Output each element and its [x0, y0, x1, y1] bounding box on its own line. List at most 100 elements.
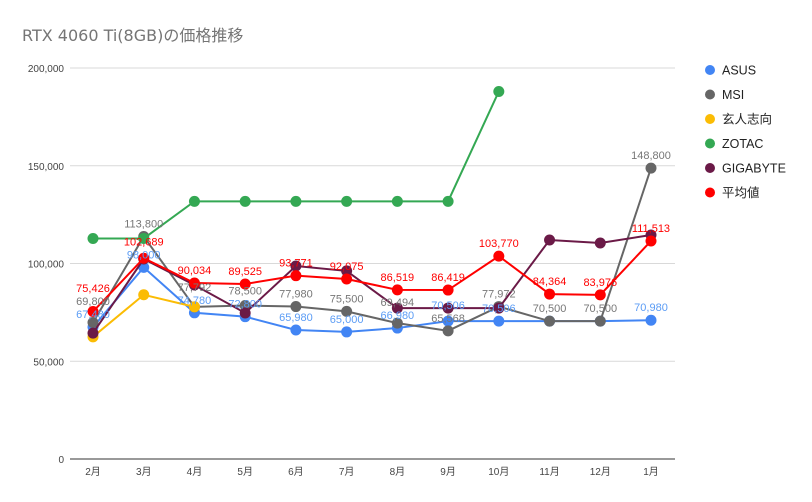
data-point — [442, 195, 454, 207]
legend-marker — [705, 65, 715, 75]
data-label: 113,800 — [124, 219, 163, 231]
data-point — [290, 324, 302, 336]
data-point — [442, 284, 454, 296]
data-point — [645, 235, 657, 247]
data-label: 72,800 — [228, 299, 262, 311]
x-tick-label: 4月 — [187, 466, 203, 478]
data-point — [138, 252, 150, 264]
y-tick-label: 200,000 — [28, 64, 65, 75]
data-point — [290, 301, 302, 313]
data-label: 65,000 — [330, 314, 364, 326]
data-point — [341, 273, 353, 285]
y-tick-label: 50,000 — [33, 357, 64, 368]
legend-label: ASUS — [722, 64, 756, 78]
series-line-GIGABYTE — [92, 233, 652, 334]
data-point — [290, 260, 302, 272]
data-label: 78,500 — [228, 286, 262, 298]
data-label: 74,780 — [178, 295, 212, 307]
legend-marker — [705, 114, 715, 124]
data-point — [493, 85, 505, 97]
data-label: 84,364 — [533, 276, 567, 288]
data-point — [188, 301, 200, 313]
chart-title: RTX 4060 Ti(8GB)の価格推移 — [22, 26, 244, 45]
data-point — [442, 302, 454, 314]
data-point — [493, 250, 505, 262]
x-tick-label: 9月 — [440, 466, 456, 478]
data-point — [594, 237, 606, 249]
data-label: 111,513 — [632, 223, 670, 235]
data-label: 86,519 — [381, 272, 415, 284]
data-label: 66,980 — [381, 310, 415, 322]
data-point — [442, 325, 454, 337]
y-tick-label: 100,000 — [28, 260, 65, 271]
x-tick-label: 3月 — [136, 466, 152, 478]
legend-marker — [705, 138, 715, 149]
data-label: 70,500 — [533, 303, 567, 315]
data-point — [87, 317, 99, 329]
x-tick-label: 10月 — [488, 466, 509, 478]
data-label: 69,800 — [76, 296, 110, 308]
legend-marker — [705, 89, 715, 100]
x-tick-label: 11月 — [539, 466, 559, 478]
x-tick-label: 2月 — [85, 466, 101, 478]
data-point — [341, 195, 353, 207]
series-line-ZOTAC — [93, 91, 500, 240]
legend-label: MSI — [722, 88, 744, 102]
data-label: 77,972 — [482, 289, 516, 301]
x-tick-label: 8月 — [390, 466, 406, 478]
series-line-MSI — [92, 167, 652, 332]
data-label: 65,980 — [279, 312, 313, 324]
data-label: 103,770 — [479, 238, 519, 250]
data-point — [138, 232, 150, 244]
data-point — [442, 315, 454, 327]
legend-marker — [705, 163, 715, 173]
legend-label: GIGABYTE — [722, 162, 786, 176]
data-point — [645, 314, 657, 326]
data-label: 70,980 — [634, 302, 668, 314]
data-point — [391, 195, 403, 207]
data-label: 89,525 — [228, 266, 262, 278]
data-label: 70,500 — [583, 303, 617, 315]
data-label: 90,034 — [178, 265, 212, 277]
data-label: 77,980 — [279, 289, 313, 301]
data-point — [391, 284, 403, 296]
data-label: 83,976 — [583, 277, 617, 289]
data-label: 75,426 — [76, 283, 110, 295]
data-label: 77,792 — [178, 282, 212, 294]
x-tick-label: 12月 — [590, 466, 611, 478]
y-tick-label: 150,000 — [28, 162, 65, 173]
data-label: 70,506 — [431, 300, 465, 312]
data-point — [87, 232, 99, 244]
x-tick-label: 5月 — [237, 466, 253, 478]
data-label: 70,506 — [482, 303, 516, 315]
data-label: 98,000 — [127, 249, 161, 261]
data-label: 75,500 — [330, 293, 364, 305]
data-point — [87, 327, 99, 339]
data-label: 92,075 — [330, 261, 364, 273]
data-label: 102,689 — [124, 236, 164, 248]
y-tick-label: 0 — [58, 455, 64, 466]
legend-label: 平均値 — [722, 185, 760, 200]
data-point — [87, 306, 99, 318]
data-label: 86,419 — [431, 272, 465, 284]
data-point — [594, 315, 606, 327]
data-point — [594, 289, 606, 301]
data-label: 65,568 — [431, 313, 465, 325]
legend-marker — [705, 187, 715, 198]
data-label: 93,771 — [279, 258, 313, 270]
data-point — [188, 195, 200, 207]
data-point — [239, 278, 251, 290]
data-point — [341, 265, 353, 277]
legend-label: 玄人志向 — [722, 112, 772, 127]
series-line-平均値 — [92, 240, 652, 313]
legend-label: ZOTAC — [722, 137, 763, 151]
data-point — [544, 234, 556, 246]
data-label: 67,480 — [76, 309, 110, 321]
data-point — [341, 305, 353, 317]
data-point — [290, 270, 302, 282]
data-point — [341, 326, 353, 338]
data-point — [493, 315, 505, 327]
data-point — [239, 307, 251, 319]
